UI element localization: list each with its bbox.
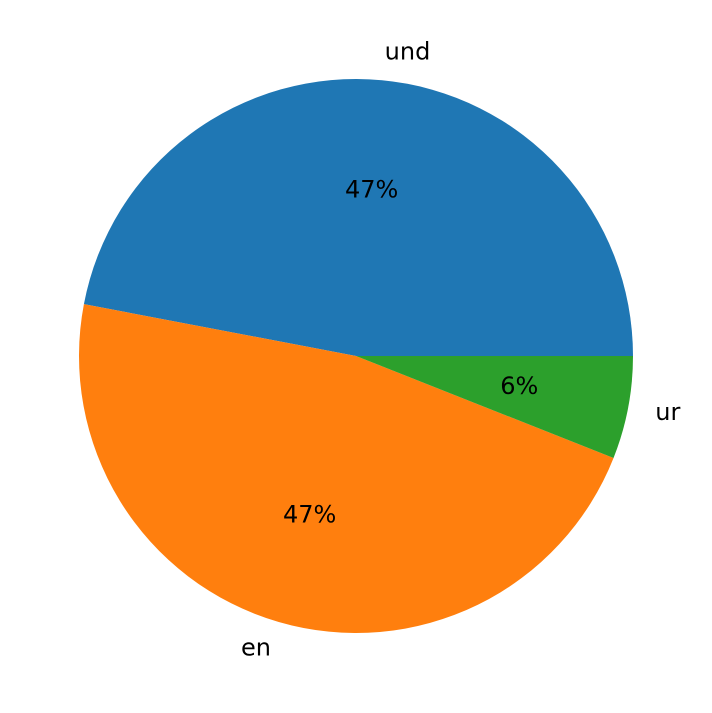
slice-label: und [385,38,431,66]
slice-label: en [241,634,271,662]
percent-label: 47% [283,501,336,529]
percent-label: 47% [345,176,398,204]
pie-slice [83,79,633,357]
pie-slice [356,356,633,458]
percent-label: 6% [500,372,538,400]
slice-label: ur [655,398,680,426]
pie-slice [78,304,614,634]
